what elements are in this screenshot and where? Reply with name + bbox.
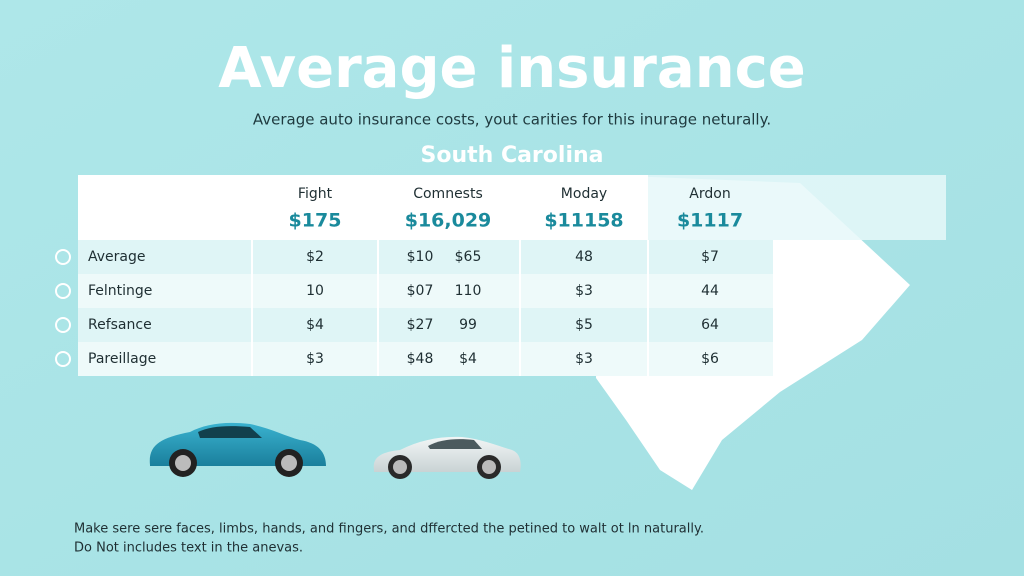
row-radio (55, 249, 71, 265)
row-bg (78, 342, 773, 376)
car-white (373, 436, 521, 479)
column-name: Ardon (689, 186, 730, 202)
table-header-bg (78, 175, 648, 240)
cell: 48 (575, 249, 593, 265)
title: Average insurance (218, 36, 806, 101)
cell: $3 (575, 283, 593, 299)
column-amount: $175 (289, 210, 342, 232)
row-bg (78, 240, 773, 274)
row-label: Felntinge (88, 283, 152, 299)
row-radio (55, 283, 71, 299)
cell: $4 (306, 317, 324, 333)
row-label: Average (88, 249, 146, 265)
table-rows-bg (78, 240, 773, 376)
row-radio (55, 351, 71, 367)
cell: $4 (459, 351, 477, 367)
cell: $3 (306, 351, 324, 367)
cell: $7 (701, 249, 719, 265)
cell: $27 (407, 317, 434, 333)
cell: $2 (306, 249, 324, 265)
column-name: Moday (561, 186, 607, 202)
cell: $5 (575, 317, 593, 333)
column-amount: $11158 (544, 210, 623, 232)
row-bg (78, 308, 773, 342)
column-amount: $16,029 (405, 210, 492, 232)
row-bg (78, 274, 773, 308)
cell: $3 (575, 351, 593, 367)
footer-line: Make sere sere faces, limbs, hands, and … (74, 522, 704, 537)
cell: 110 (455, 283, 482, 299)
cell: $10 (407, 249, 434, 265)
header-strip (648, 175, 946, 240)
cell: 99 (459, 317, 477, 333)
cell: $65 (455, 249, 482, 265)
row-label: Refsance (88, 317, 152, 333)
cell: $6 (701, 351, 719, 367)
footer-line: Do Not includes text in the anevas. (74, 541, 303, 556)
subtitle: Average auto insurance costs, yout carit… (253, 111, 771, 129)
cell: $48 (407, 351, 434, 367)
cell: 10 (306, 283, 324, 299)
hub (175, 455, 191, 471)
hub (281, 455, 297, 471)
cell: 64 (701, 317, 719, 333)
column-name: Comnests (413, 186, 483, 202)
car-blue (149, 422, 326, 477)
hub (393, 460, 407, 474)
column-amount: $1117 (677, 210, 743, 232)
row-radio (55, 317, 71, 333)
cell: 44 (701, 283, 719, 299)
car-window (198, 426, 262, 438)
column-name: Fight (298, 186, 333, 202)
region: South Carolina (420, 143, 603, 168)
row-label: Pareillage (88, 351, 156, 367)
cell: $07 (407, 283, 434, 299)
table: Fight $175 Comnests $16,029 Moday $11158 Ardon… (55, 186, 743, 367)
car-window (428, 439, 482, 449)
hub (482, 460, 496, 474)
